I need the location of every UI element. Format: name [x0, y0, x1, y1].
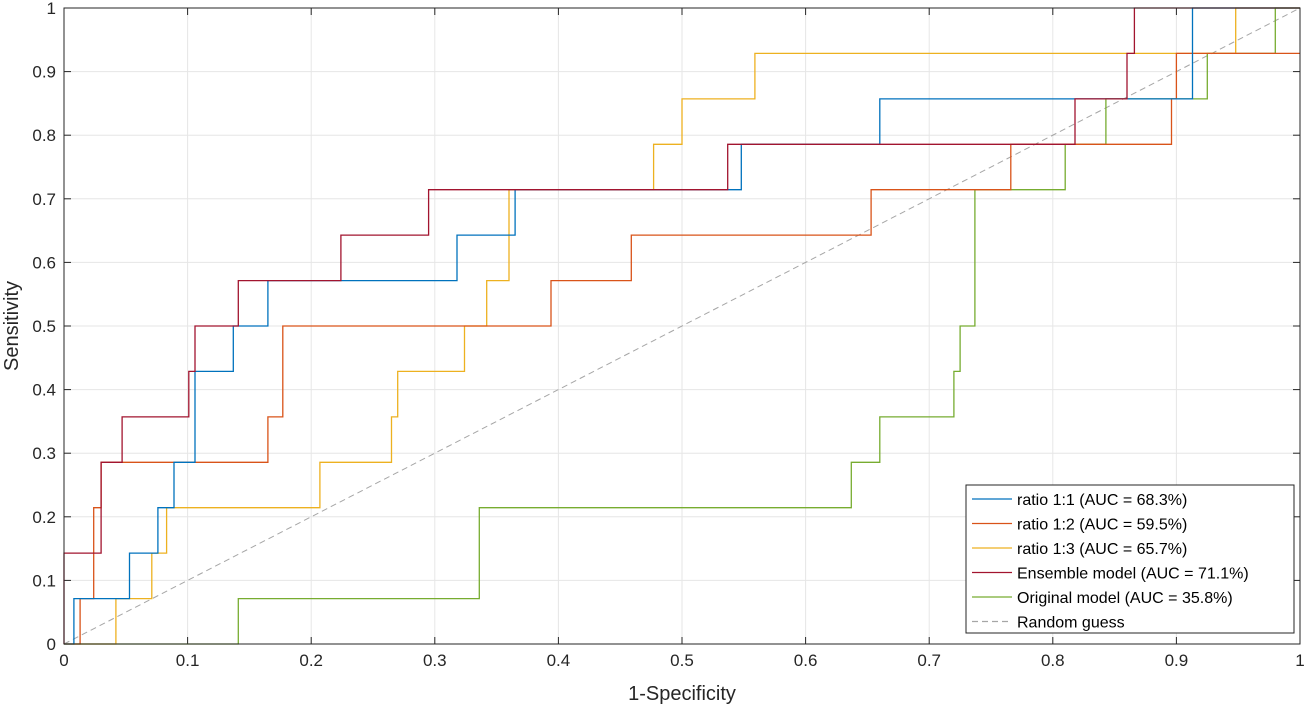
y-tick-label: 0.3 — [32, 444, 56, 463]
legend-entry: ratio 1:3 (AUC = 65.7%) — [1017, 541, 1187, 558]
series-line-5 — [63, 7, 1301, 645]
x-tick-label: 0 — [59, 651, 68, 670]
legend-entry: ratio 1:1 (AUC = 68.3%) — [1017, 492, 1187, 509]
legend: ratio 1:1 (AUC = 68.3%) ratio 1:2 (AUC = … — [965, 484, 1295, 634]
tick-labels: 0 0.1 0.2 0.3 0.4 0.5 0.6 0.7 0.8 0.9 1 0 0.1 0.2 0.3 0… — [32, 0, 1304, 670]
y-tick-label: 0.9 — [32, 63, 56, 82]
y-axis-label: Sensitivity — [1, 281, 23, 371]
y-tick-label: 0.6 — [32, 253, 56, 272]
legend-entry: Ensemble model (AUC = 71.1%) — [1017, 566, 1249, 583]
x-tick-label: 0.3 — [423, 651, 447, 670]
x-tick-label: 0.2 — [299, 651, 323, 670]
y-tick-label: 0.4 — [32, 381, 56, 400]
y-tick-label: 0.1 — [32, 571, 56, 590]
series-line-2 — [64, 7, 1300, 645]
plot-series — [63, 7, 1301, 645]
x-tick-label: 0.4 — [547, 651, 571, 670]
series-line-3 — [63, 7, 1300, 644]
y-tick-label: 0.7 — [32, 190, 56, 209]
x-axis-label: 1-Specificity — [628, 683, 736, 705]
x-tick-label: 0.6 — [794, 651, 818, 670]
x-tick-label: 1 — [1295, 651, 1304, 670]
y-tick-label: 0.2 — [32, 508, 56, 527]
y-tick-label: 1 — [47, 0, 56, 18]
x-tick-label: 0.5 — [670, 651, 694, 670]
y-tick-label: 0.5 — [32, 317, 56, 336]
plot-frame — [63, 7, 1301, 645]
series-line-4 — [64, 7, 1300, 645]
y-tick-label: 0 — [47, 635, 56, 654]
legend-box — [965, 484, 1295, 634]
y-tick-label: 0.8 — [32, 126, 56, 145]
legend-entry: Random guess — [1017, 615, 1125, 632]
series-line-1 — [64, 52, 1300, 645]
legend-entry: ratio 1:2 (AUC = 59.5%) — [1017, 517, 1187, 534]
x-tick-label: 0.1 — [176, 651, 200, 670]
x-tick-label: 0.7 — [917, 651, 941, 670]
legend-entry: Original model (AUC = 35.8%) — [1017, 590, 1233, 607]
x-tick-label: 0.9 — [1165, 651, 1189, 670]
x-tick-label: 0.8 — [1041, 651, 1065, 670]
